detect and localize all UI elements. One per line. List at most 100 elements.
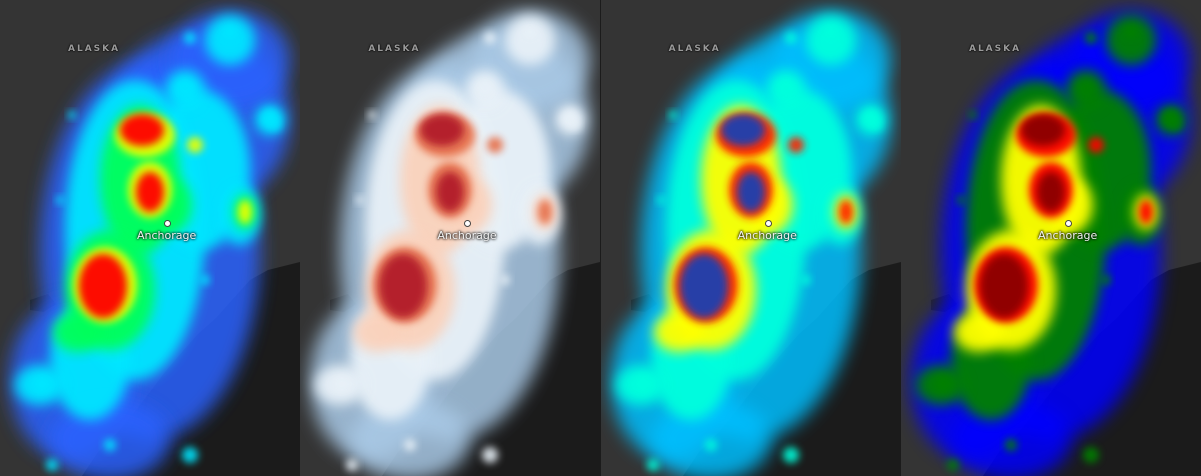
heat-blob	[420, 114, 465, 146]
heat-spot	[184, 32, 196, 44]
heat-spot	[1082, 447, 1099, 463]
heat-layer	[610, 10, 891, 476]
heat-spot	[633, 375, 652, 393]
heat-spot	[646, 459, 659, 471]
heat-spot	[668, 111, 677, 119]
heat-spot	[368, 111, 377, 119]
heat-spot	[1077, 80, 1094, 96]
heat-blob	[1036, 172, 1065, 212]
heatmap-jet-map	[0, 0, 300, 476]
heat-blob	[187, 137, 203, 153]
heat-spot	[500, 275, 511, 285]
heat-blob	[538, 200, 553, 224]
city-marker-icon	[1064, 220, 1072, 227]
heatmap-stepped-panel: ALASKA Anchorage	[900, 0, 1201, 476]
heat-blob	[53, 312, 103, 352]
heat-blob	[679, 254, 728, 318]
heat-spot	[46, 459, 58, 471]
heat-blob	[979, 254, 1028, 318]
heat-blob	[353, 312, 404, 352]
heat-blob	[838, 200, 853, 224]
heat-layer	[310, 10, 591, 476]
heat-spot	[823, 25, 838, 39]
heat-spot	[270, 120, 280, 130]
heat-blob	[205, 15, 255, 65]
city-marker-icon	[164, 220, 171, 227]
heat-spot	[1170, 120, 1181, 130]
region-label: ALASKA	[68, 44, 121, 54]
heat-blob	[953, 312, 1004, 352]
heat-spot	[200, 275, 210, 285]
heat-spot	[956, 196, 965, 204]
heat-spot	[56, 196, 64, 204]
heat-spot	[523, 25, 538, 39]
heat-spot	[782, 447, 799, 463]
heat-spot	[223, 25, 237, 39]
heat-blob	[1020, 114, 1065, 146]
heat-blob	[120, 114, 164, 146]
heat-blob	[720, 114, 765, 146]
heat-spot	[870, 120, 881, 130]
heat-blob	[787, 137, 804, 153]
heat-spot	[1004, 439, 1017, 451]
heat-blob	[136, 172, 164, 212]
heat-blob	[505, 15, 556, 65]
heat-spot	[182, 447, 198, 463]
region-label: ALASKA	[968, 44, 1022, 54]
heat-blob	[238, 200, 252, 224]
heat-spot	[356, 196, 365, 204]
heatmap-jet-panel: ALASKA Anchorage	[0, 0, 300, 476]
heat-spot	[1084, 32, 1097, 44]
heat-blob	[805, 15, 856, 65]
heat-spot	[968, 111, 977, 119]
heat-spot	[177, 80, 193, 96]
heat-blob	[79, 254, 127, 318]
heat-spot	[1123, 25, 1138, 39]
heat-spot	[482, 447, 499, 463]
heat-blob	[650, 400, 771, 476]
heat-spot	[33, 375, 51, 393]
heat-spot	[784, 32, 797, 44]
heatmap-inverted-map	[600, 0, 901, 476]
heat-blob	[1087, 137, 1104, 153]
heat-spot	[477, 80, 494, 96]
heat-blob	[436, 172, 465, 212]
heat-spot	[933, 375, 952, 393]
heatmap-inverted-panel: ALASKA Anchorage	[600, 0, 901, 476]
heat-blob	[736, 172, 765, 212]
heat-layer	[10, 10, 290, 476]
city-label: Anchorage	[1037, 229, 1098, 242]
heat-layer	[910, 10, 1191, 476]
heatmap-reds-panel: ALASKA Anchorage	[300, 0, 601, 476]
heat-spot	[800, 275, 811, 285]
heat-spot	[1100, 275, 1111, 285]
heat-spot	[777, 80, 794, 96]
heat-spot	[404, 439, 417, 451]
heat-spot	[346, 459, 359, 471]
heat-spot	[704, 439, 717, 451]
heat-blob	[1138, 200, 1153, 224]
heat-spot	[333, 375, 352, 393]
city-marker-icon	[464, 220, 472, 227]
region-label: ALASKA	[668, 44, 721, 54]
heat-blob	[350, 400, 471, 476]
heat-blob	[379, 254, 428, 318]
heat-blob	[1105, 15, 1156, 65]
heat-blob	[487, 137, 504, 153]
heatmap-stepped-map	[900, 0, 1201, 476]
city-label: Anchorage	[437, 229, 497, 242]
heat-spot	[104, 439, 116, 451]
heat-spot	[68, 111, 76, 119]
heat-blob	[951, 400, 1071, 476]
heat-blob	[50, 400, 170, 476]
city-label: Anchorage	[737, 229, 797, 242]
heat-blob	[653, 312, 704, 352]
region-label: ALASKA	[368, 44, 421, 54]
heat-spot	[656, 196, 665, 204]
heatmap-reds-map	[300, 0, 601, 476]
heat-spot	[570, 120, 581, 130]
heat-spot	[484, 32, 497, 44]
heat-spot	[946, 459, 959, 471]
city-marker-icon	[764, 220, 772, 227]
